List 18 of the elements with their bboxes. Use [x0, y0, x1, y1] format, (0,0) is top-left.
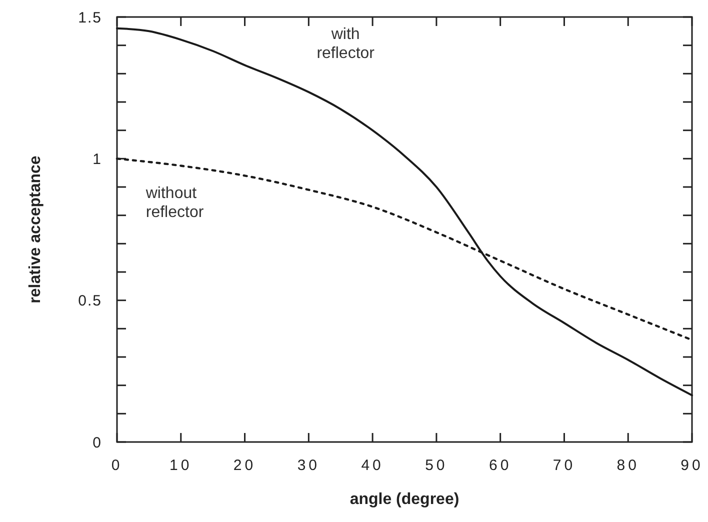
y-tick-label: 0.5 [78, 292, 102, 310]
y-axis-title: relative acceptance [27, 156, 44, 304]
y-tick-label: 0 [92, 434, 102, 452]
series-label: without reflector [144, 184, 204, 221]
x-tick-label: 0 [111, 457, 123, 474]
legend-label: with reflector [316, 26, 376, 62]
x-axis-title: angle (degree) [350, 491, 460, 508]
x-tick-label: 80 [616, 457, 640, 474]
x-tick-label: 20 [233, 457, 256, 474]
x-tick-label: 60 [488, 457, 512, 474]
x-tick-label: 40 [361, 457, 384, 474]
x-tick-label: 30 [297, 457, 320, 474]
x-tick-label: 70 [552, 457, 576, 474]
x-tick-label: 50 [425, 457, 448, 474]
y-tick-label: 1 [92, 150, 102, 168]
y-tick-label: 1.5 [78, 9, 102, 26]
x-tick-label: 10 [170, 457, 192, 474]
x-tick-label: 90 [680, 457, 704, 474]
